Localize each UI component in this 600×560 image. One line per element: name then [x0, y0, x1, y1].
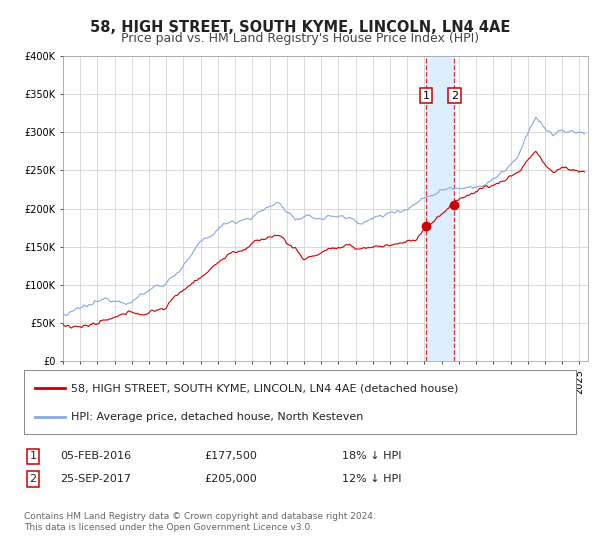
Text: 2: 2 — [29, 474, 37, 484]
Text: HPI: Average price, detached house, North Kesteven: HPI: Average price, detached house, Nort… — [71, 412, 363, 422]
Text: 58, HIGH STREET, SOUTH KYME, LINCOLN, LN4 4AE: 58, HIGH STREET, SOUTH KYME, LINCOLN, LN… — [90, 20, 510, 35]
Text: 58, HIGH STREET, SOUTH KYME, LINCOLN, LN4 4AE (detached house): 58, HIGH STREET, SOUTH KYME, LINCOLN, LN… — [71, 383, 458, 393]
Text: 05-FEB-2016: 05-FEB-2016 — [60, 451, 131, 461]
Text: 12% ↓ HPI: 12% ↓ HPI — [342, 474, 401, 484]
Text: £205,000: £205,000 — [204, 474, 257, 484]
Bar — [426, 56, 454, 361]
Text: 25-SEP-2017: 25-SEP-2017 — [60, 474, 131, 484]
Text: 2: 2 — [451, 91, 458, 101]
Text: Price paid vs. HM Land Registry's House Price Index (HPI): Price paid vs. HM Land Registry's House … — [121, 32, 479, 45]
Text: £177,500: £177,500 — [204, 451, 257, 461]
Text: 1: 1 — [29, 451, 37, 461]
Text: 18% ↓ HPI: 18% ↓ HPI — [342, 451, 401, 461]
Text: 1: 1 — [422, 91, 430, 101]
Text: Contains HM Land Registry data © Crown copyright and database right 2024.
This d: Contains HM Land Registry data © Crown c… — [24, 512, 376, 532]
